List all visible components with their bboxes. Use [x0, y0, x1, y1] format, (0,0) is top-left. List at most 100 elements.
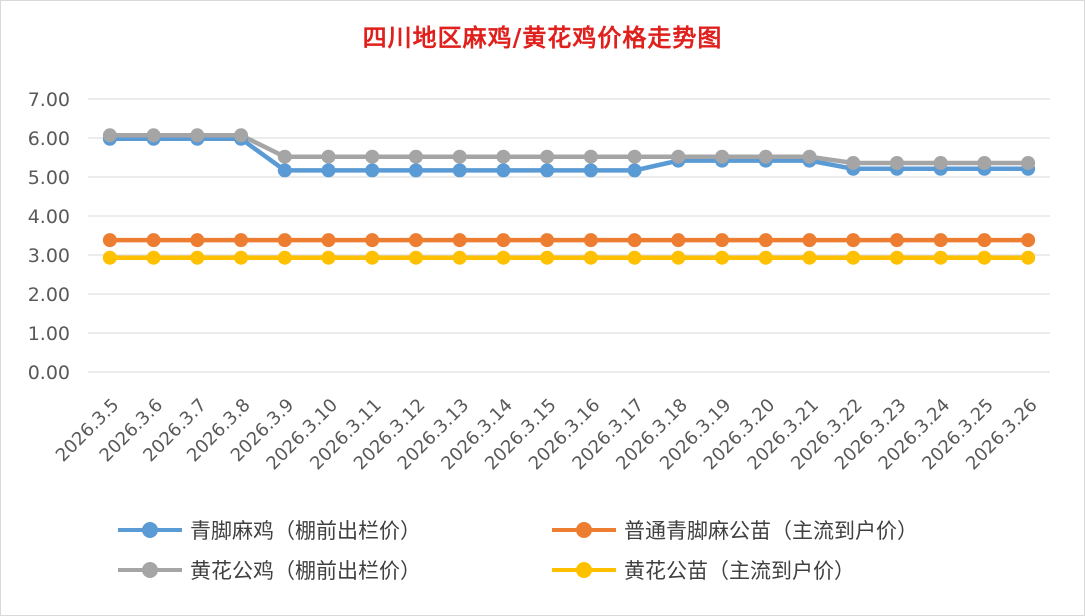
data-point — [671, 250, 686, 265]
data-point — [933, 155, 948, 170]
data-point — [715, 233, 730, 248]
data-point — [540, 250, 555, 265]
data-point — [583, 163, 598, 178]
legend-label-qingjiao-maji: 青脚麻鸡（棚前出栏价） — [190, 519, 421, 543]
data-point — [977, 250, 992, 265]
legend-swatch-huanghua-gongmiao — [552, 552, 616, 588]
data-point — [496, 233, 511, 248]
data-point — [365, 149, 380, 164]
series-line — [109, 133, 1029, 166]
data-point — [802, 250, 817, 265]
data-point — [452, 250, 467, 265]
series-lines — [109, 133, 1029, 260]
data-point — [758, 149, 773, 164]
legend-swatch-huanghua-gongji — [118, 552, 182, 588]
legend-swatch-mamiao — [552, 512, 616, 548]
data-point — [234, 250, 249, 265]
y-tick-label: 4.00 — [28, 206, 70, 228]
data-point — [102, 128, 117, 143]
y-tick-label: 0.00 — [28, 362, 70, 384]
data-point — [1021, 233, 1036, 248]
data-point — [321, 250, 336, 265]
data-point — [408, 149, 423, 164]
data-point — [190, 128, 205, 143]
series-line — [109, 136, 1029, 173]
data-point — [758, 233, 773, 248]
data-point — [277, 233, 292, 248]
data-point — [452, 233, 467, 248]
data-point — [408, 163, 423, 178]
data-point — [365, 233, 380, 248]
data-point — [321, 163, 336, 178]
data-point — [889, 233, 904, 248]
data-point — [190, 250, 205, 265]
data-point — [627, 149, 642, 164]
legend-swatch-qingjiao-maji — [118, 512, 182, 548]
data-point — [365, 250, 380, 265]
data-point — [846, 250, 861, 265]
legend-item-mamiao: 普通青脚麻公苗（主流到户价） — [552, 512, 918, 548]
data-point — [627, 163, 642, 178]
data-point — [758, 250, 773, 265]
data-point — [496, 163, 511, 178]
data-point — [671, 149, 686, 164]
data-point — [496, 149, 511, 164]
y-axis-ticks: 0.00 1.00 2.00 3.00 4.00 5.00 6.00 7.00 — [28, 89, 70, 384]
data-point — [583, 149, 598, 164]
legend-item-huanghua-gongji: 黄花公鸡（棚前出栏价） — [118, 552, 421, 588]
gridlines — [88, 98, 1050, 373]
data-point — [234, 128, 249, 143]
data-point — [452, 149, 467, 164]
data-point — [277, 250, 292, 265]
data-point — [627, 250, 642, 265]
data-point — [846, 233, 861, 248]
data-point — [802, 149, 817, 164]
data-point — [102, 233, 117, 248]
data-point — [540, 233, 555, 248]
data-point — [1021, 155, 1036, 170]
y-tick-label: 1.00 — [28, 323, 70, 345]
y-tick-label: 6.00 — [28, 128, 70, 150]
data-point — [671, 233, 686, 248]
data-point — [627, 233, 642, 248]
data-point — [277, 163, 292, 178]
data-point — [146, 128, 161, 143]
y-tick-label: 3.00 — [28, 245, 70, 267]
data-point — [190, 233, 205, 248]
data-point — [102, 250, 117, 265]
data-point — [583, 250, 598, 265]
data-point — [146, 250, 161, 265]
data-point — [234, 233, 249, 248]
data-point — [933, 233, 948, 248]
legend-label-mamiao: 普通青脚麻公苗（主流到户价） — [624, 519, 918, 543]
data-point — [452, 163, 467, 178]
data-point — [933, 250, 948, 265]
legend-item-qingjiao-maji: 青脚麻鸡（棚前出栏价） — [118, 512, 421, 548]
data-point — [583, 233, 598, 248]
data-point — [496, 250, 511, 265]
data-point — [802, 233, 817, 248]
data-point — [540, 163, 555, 178]
legend: 青脚麻鸡（棚前出栏价） 普通青脚麻公苗（主流到户价） 黄花公鸡（棚前出栏价） 黄… — [0, 510, 1085, 600]
data-point — [1021, 250, 1036, 265]
legend-label-huanghua-gongji: 黄花公鸡（棚前出栏价） — [190, 559, 421, 583]
data-point — [146, 233, 161, 248]
data-point — [977, 155, 992, 170]
data-point — [540, 149, 555, 164]
data-point — [321, 149, 336, 164]
data-point — [365, 163, 380, 178]
y-tick-label: 7.00 — [28, 89, 70, 111]
data-point — [889, 155, 904, 170]
data-point — [889, 250, 904, 265]
data-point — [715, 149, 730, 164]
data-point — [977, 233, 992, 248]
data-point — [846, 155, 861, 170]
legend-label-huanghua-gongmiao: 黄花公苗（主流到户价） — [624, 559, 855, 583]
data-point — [715, 250, 730, 265]
legend-item-huanghua-gongmiao: 黄花公苗（主流到户价） — [552, 552, 855, 588]
series-points — [102, 128, 1036, 265]
data-point — [408, 250, 423, 265]
